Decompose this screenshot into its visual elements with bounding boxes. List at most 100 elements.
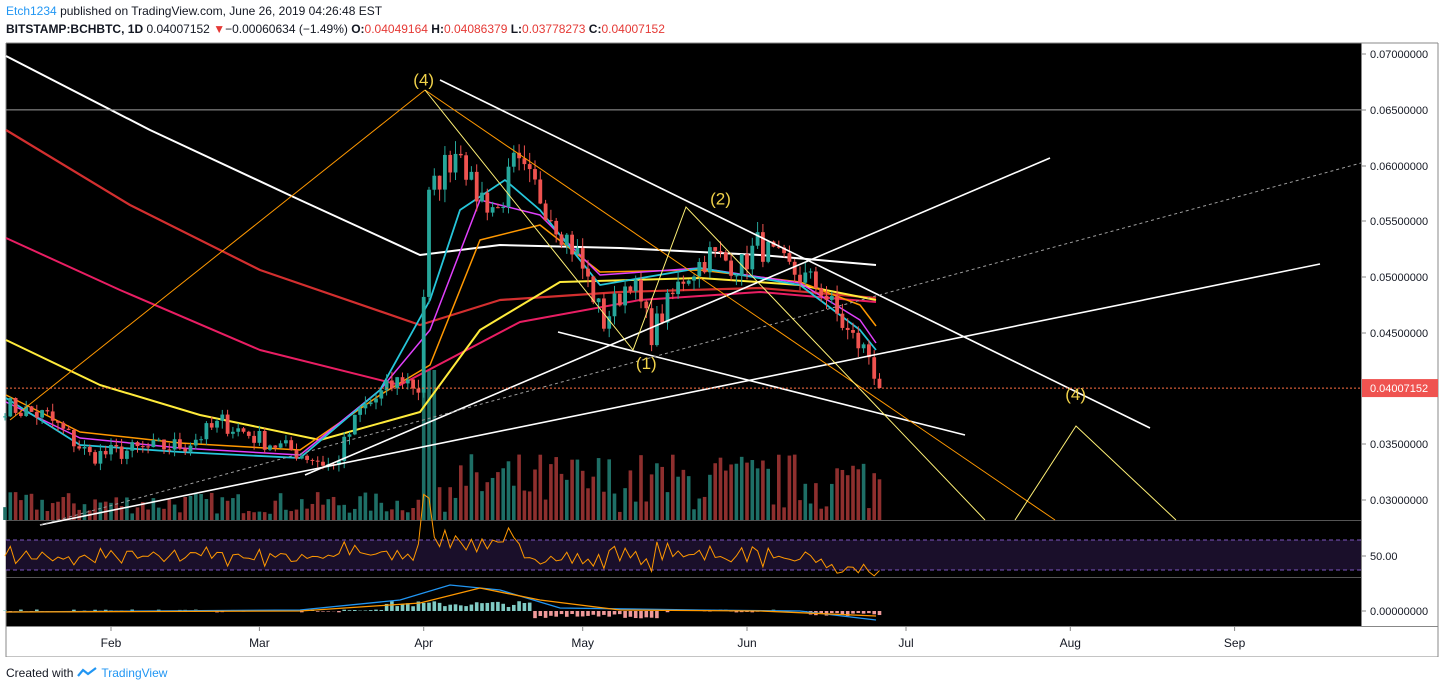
candle-body <box>246 431 251 436</box>
tradingview-link[interactable]: TradingView <box>101 666 168 680</box>
volume-bar <box>851 465 855 520</box>
volume-bar <box>718 457 723 520</box>
volume-bar <box>82 504 87 520</box>
volume-bar <box>755 468 760 520</box>
volume-bar <box>257 511 262 520</box>
footer: Created with TradingView <box>6 666 167 680</box>
candle-body <box>236 428 241 432</box>
volume-bar <box>278 493 283 520</box>
candle-body <box>458 153 463 156</box>
candle-body <box>877 378 882 389</box>
price-chart[interactable]: (4) (2) (1) (4) 50.00 0.00000000 0.07000000… <box>0 40 1444 657</box>
elliott-wave-path <box>424 89 986 521</box>
volume-bar <box>194 493 198 520</box>
volume-bar <box>798 500 802 520</box>
volume-bar <box>241 513 246 520</box>
moving-average-line <box>5 129 877 327</box>
candle-body <box>273 445 278 448</box>
candle-body <box>644 301 649 309</box>
candle-body <box>379 390 384 399</box>
volume-bar <box>830 483 834 520</box>
candle-body <box>851 330 855 333</box>
volume-bar <box>739 456 744 520</box>
volume-bars <box>3 370 882 520</box>
candle-body <box>755 232 760 246</box>
volume-bar <box>268 513 272 520</box>
candle-body <box>596 298 601 303</box>
volume-bar <box>517 454 521 520</box>
volume-bar <box>750 460 755 520</box>
volume-bar <box>146 509 150 520</box>
volume-bar <box>300 499 304 520</box>
volume-bar <box>512 485 516 520</box>
candle-body <box>665 292 670 323</box>
volume-bar <box>204 499 209 520</box>
tradingview-logo-icon <box>77 667 98 677</box>
macd-histogram-bar <box>363 610 368 611</box>
macd-histogram-bar <box>830 611 834 614</box>
macd-histogram-bar <box>512 604 516 611</box>
candle-body <box>808 271 813 273</box>
volume-bar <box>623 488 627 520</box>
candle-body <box>787 253 792 262</box>
candle-body <box>570 234 574 255</box>
candle-body <box>681 281 686 284</box>
volume-bar <box>40 499 44 520</box>
candle-body <box>411 379 415 389</box>
candle-body <box>612 293 617 317</box>
macd-histogram-bar <box>421 602 426 611</box>
volume-bar <box>824 506 829 520</box>
volume-bar <box>353 508 357 520</box>
time-axis[interactable]: Feb Mar Apr May Jun Jul Aug Sep <box>101 626 1246 650</box>
candle-body <box>13 398 18 413</box>
volume-bar <box>570 459 574 520</box>
open-value: 0.04049164 <box>364 22 428 36</box>
candle-body <box>61 422 66 429</box>
macd-histogram-bar <box>379 609 384 611</box>
candle-body <box>443 154 447 190</box>
candle-body <box>204 423 209 440</box>
volume-bar <box>209 492 214 520</box>
candle-body <box>533 169 537 180</box>
candle-body <box>670 292 675 295</box>
volume-bar <box>708 474 712 520</box>
macd-histogram-bar <box>347 610 352 611</box>
candle-body <box>72 429 76 447</box>
macd-histogram-bar <box>607 611 611 617</box>
time-tick-label: Aug <box>1060 636 1081 650</box>
volume-bar <box>856 469 861 520</box>
volume-bar <box>496 472 500 520</box>
volume-bar <box>331 496 336 520</box>
macd-histogram-bar <box>543 611 548 618</box>
price-axis[interactable]: 0.07000000 0.06500000 0.06000000 0.05500000… <box>6 49 1438 507</box>
volume-bar <box>35 509 39 520</box>
author-link[interactable]: Etch1234 <box>6 4 57 18</box>
candle-body <box>77 446 82 449</box>
volume-bar <box>437 487 442 520</box>
macd-histogram-bar <box>416 601 421 611</box>
candle-body <box>501 206 506 208</box>
candle-body <box>872 357 877 379</box>
candle-body <box>140 446 145 448</box>
volume-bar <box>660 466 664 520</box>
change-value: −0.00060634 (−1.49%) <box>225 22 348 36</box>
candle-body <box>835 296 839 314</box>
macd-histogram-bar <box>549 611 553 616</box>
volume-bar <box>183 496 187 520</box>
volume-bar <box>236 494 240 520</box>
volume-bar <box>135 507 140 520</box>
volume-bar <box>702 496 707 520</box>
volume-bar <box>395 500 399 520</box>
candle-body <box>193 439 198 446</box>
volume-bar <box>162 508 166 520</box>
candle-body <box>337 460 341 465</box>
candle-body <box>93 452 97 464</box>
volume-bar <box>681 469 686 520</box>
volume-bar <box>474 472 479 520</box>
price-tick-label: 0.06000000 <box>1370 161 1428 173</box>
time-tick-label: Jul <box>898 636 913 650</box>
time-tick-label: Feb <box>101 636 122 650</box>
macd-histogram-bar <box>533 611 537 619</box>
macd-histogram-bar <box>840 611 845 616</box>
wave-label: (4) <box>413 70 434 89</box>
